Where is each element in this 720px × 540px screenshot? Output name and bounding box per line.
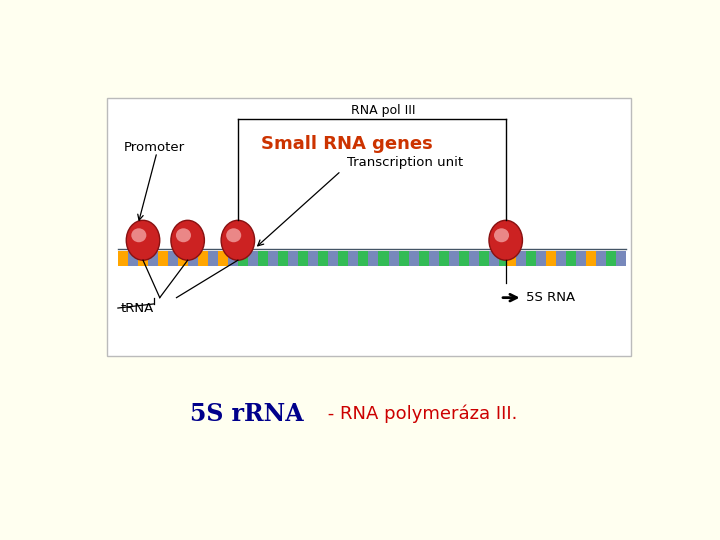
Bar (258, 251, 268, 266)
Text: Small RNA genes: Small RNA genes (261, 135, 433, 153)
Bar (449, 251, 459, 266)
Bar (379, 251, 389, 266)
Ellipse shape (126, 220, 160, 260)
Bar (516, 251, 526, 266)
Ellipse shape (131, 228, 146, 242)
Ellipse shape (226, 228, 241, 242)
Bar (168, 251, 178, 266)
Bar (118, 251, 626, 266)
Bar (418, 251, 428, 266)
Bar (328, 251, 338, 266)
Bar (526, 251, 536, 266)
Bar (596, 251, 606, 266)
Bar (576, 251, 586, 266)
Bar (399, 251, 409, 266)
Bar (298, 251, 308, 266)
Bar (288, 251, 298, 266)
Bar (428, 251, 438, 266)
Bar (178, 251, 188, 266)
Ellipse shape (176, 228, 191, 242)
Bar (489, 251, 499, 266)
Bar (505, 251, 516, 266)
Bar (389, 251, 399, 266)
Bar (248, 251, 258, 266)
Text: tRNA: tRNA (121, 301, 154, 314)
Bar (218, 251, 228, 266)
Ellipse shape (171, 220, 204, 260)
Text: Promoter: Promoter (124, 141, 184, 154)
Text: Transcription unit: Transcription unit (347, 156, 463, 169)
Bar (586, 251, 596, 266)
Bar (348, 251, 359, 266)
Bar (128, 251, 138, 266)
Text: - RNA polymeráza III.: - RNA polymeráza III. (322, 405, 517, 423)
Bar (459, 251, 469, 266)
Ellipse shape (221, 220, 255, 260)
Bar (148, 251, 158, 266)
Bar (228, 251, 238, 266)
Bar (208, 251, 218, 266)
Ellipse shape (489, 220, 523, 260)
Bar (409, 251, 418, 266)
Bar (238, 251, 248, 266)
Bar (268, 251, 278, 266)
Bar (556, 251, 566, 266)
Text: RNA pol III: RNA pol III (351, 104, 415, 117)
Bar (606, 251, 616, 266)
Bar (536, 251, 546, 266)
Bar (278, 251, 288, 266)
Bar (198, 251, 208, 266)
Bar (318, 251, 328, 266)
Ellipse shape (494, 228, 509, 242)
Bar (566, 251, 576, 266)
Text: 5S rRNA: 5S rRNA (190, 402, 304, 426)
Bar (118, 251, 128, 266)
Bar (499, 251, 509, 266)
Bar (479, 251, 489, 266)
Text: 5S RNA: 5S RNA (526, 291, 575, 304)
Bar (616, 251, 626, 266)
Bar (469, 251, 479, 266)
Bar (438, 251, 449, 266)
Bar (188, 251, 198, 266)
Bar (369, 251, 379, 266)
Bar (158, 251, 168, 266)
Bar (359, 251, 369, 266)
Bar (546, 251, 556, 266)
Bar (338, 251, 348, 266)
Bar (308, 251, 318, 266)
Bar (138, 251, 148, 266)
FancyBboxPatch shape (107, 98, 631, 356)
